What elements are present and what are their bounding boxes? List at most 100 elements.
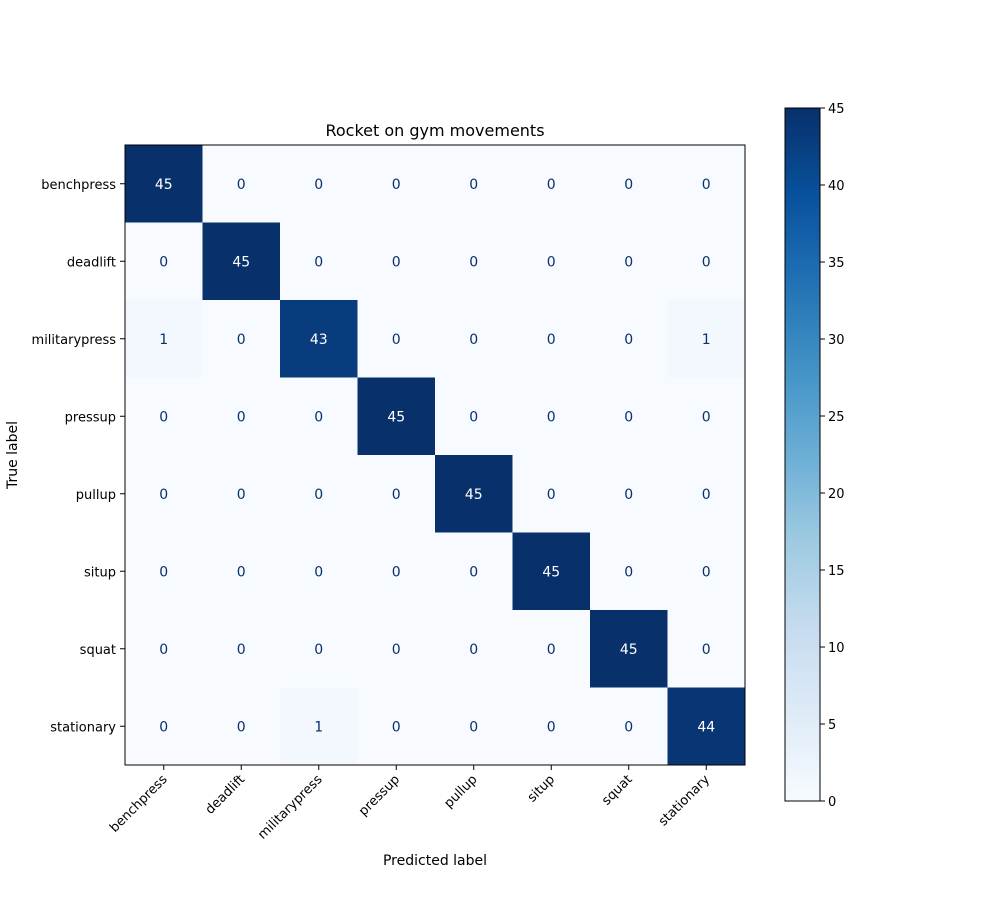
cell-value-label: 0: [159, 719, 168, 735]
heatmap-cell: [435, 145, 513, 223]
cell-value-label: 0: [237, 719, 246, 735]
heatmap-cell: [357, 377, 436, 456]
heatmap-cell: [435, 610, 513, 688]
heatmap-cell: [667, 610, 746, 688]
cell-value-label: 0: [624, 177, 633, 193]
heatmap-cell: [667, 532, 746, 611]
heatmap-cell: [357, 145, 436, 223]
cell-value-label: 0: [392, 254, 401, 270]
cell-value-label: 0: [469, 564, 478, 580]
cell-value-label: 45: [465, 487, 483, 503]
heatmap-cell: [280, 455, 358, 533]
cell-value-label: 0: [237, 332, 246, 348]
cell-value-label: 0: [702, 642, 711, 658]
cell-value-label: 0: [469, 719, 478, 735]
cell-value-label: 0: [624, 487, 633, 503]
heatmap-cell: [280, 610, 358, 688]
cell-value-label: 0: [237, 642, 246, 658]
heatmap-cell: [280, 687, 358, 766]
cell-value-label: 0: [469, 332, 478, 348]
cell-value-label: 0: [314, 564, 323, 580]
heatmap-cell: [667, 455, 746, 533]
cell-value-label: 0: [392, 177, 401, 193]
heatmap-cell: [512, 300, 591, 378]
colorbar-tick-label: 15: [828, 564, 845, 579]
heatmap-cell: [202, 687, 281, 766]
x-axis-ticks: benchpress deadlift militarypress pressup pu…: [107, 765, 713, 843]
heatmap-cell: [125, 377, 203, 456]
cell-value-label: 0: [159, 564, 168, 580]
heatmap-cell: [125, 300, 203, 378]
y-tick-label: situp: [84, 565, 116, 580]
colorbar-tick-label: 25: [828, 410, 845, 425]
cell-value-label: 0: [469, 409, 478, 425]
heatmap-cell: [435, 377, 513, 456]
heatmap-cell: [125, 532, 203, 611]
cell-value-label: 0: [547, 487, 556, 503]
cell-value-label: 0: [702, 254, 711, 270]
heatmap-cell: [357, 300, 436, 378]
colorbar: [784, 107, 821, 802]
cell-value-label: 1: [702, 332, 711, 348]
cell-value-label: 45: [542, 564, 560, 580]
heatmap-cell: [512, 687, 591, 766]
colorbar-tick-label: 40: [828, 179, 845, 194]
heatmap-cell: [202, 145, 281, 223]
y-tick-label: stationary: [50, 720, 116, 735]
cell-value-label: 0: [547, 642, 556, 658]
heatmap-cell: [512, 455, 591, 533]
cell-value-label: 0: [159, 487, 168, 503]
heatmap-cells: [125, 145, 746, 766]
x-tick-label: pressup: [356, 772, 403, 819]
heatmap-cell: [512, 377, 591, 456]
cell-value-label: 0: [624, 332, 633, 348]
heatmap-cell: [667, 377, 746, 456]
x-tick-label: squat: [599, 772, 635, 808]
heatmap-cell: [667, 300, 746, 378]
heatmap-cell-values: 45 0 0 0 0 0 0 0 0 45 0 0 0 0 0 0 1 0 43 0 0 0 0 1 0 0 0 45 0 0 0 0 0 0 0 0…: [155, 177, 715, 736]
heatmap-cell: [667, 145, 746, 223]
cell-value-label: 0: [624, 564, 633, 580]
heatmap-cell: [512, 610, 591, 688]
y-tick-label: benchpress: [41, 178, 116, 193]
cell-value-label: 0: [392, 642, 401, 658]
heatmap-cell: [202, 300, 281, 378]
cell-value-label: 0: [314, 177, 323, 193]
heatmap-cell: [590, 455, 668, 533]
heatmap-cell: [435, 300, 513, 378]
heatmap-cell: [125, 687, 203, 766]
cell-value-label: 0: [624, 719, 633, 735]
heatmap-cell: [590, 222, 668, 301]
heatmap-cell: [125, 610, 203, 688]
colorbar-tick-label: 30: [828, 333, 845, 348]
heatmap-cell: [512, 222, 591, 301]
cell-value-label: 0: [314, 487, 323, 503]
plot-frame: [124, 144, 746, 766]
heatmap-cell: [202, 532, 281, 611]
cell-value-label: 0: [237, 564, 246, 580]
colorbar-tick-label: 10: [828, 641, 845, 656]
x-tick-label: situp: [525, 772, 558, 805]
heatmap-cell: [125, 455, 203, 533]
heatmap-cell: [280, 300, 358, 378]
heatmap-cell: [435, 687, 513, 766]
cell-value-label: 0: [237, 177, 246, 193]
heatmap-cell: [357, 455, 436, 533]
heatmap-cell: [202, 222, 281, 301]
heatmap-cell: [590, 300, 668, 378]
cell-value-label: 45: [620, 642, 638, 658]
cell-value-label: 0: [392, 332, 401, 348]
y-tick-label: militarypress: [32, 333, 117, 348]
y-axis-ticks: benchpress deadlift militarypress pressup pu…: [32, 178, 125, 735]
cell-value-label: 43: [310, 332, 328, 348]
cell-value-label: 45: [232, 254, 250, 270]
heatmap-cell: [357, 222, 436, 301]
colorbar-tick-label: 20: [828, 487, 845, 502]
heatmap-cell: [357, 687, 436, 766]
x-tick-label: militarypress: [255, 772, 325, 842]
heatmap-cell: [202, 610, 281, 688]
colorbar-ticks: 0 5 10 15 20 25 30 35 40 45: [820, 102, 845, 810]
y-tick-label: pressup: [65, 410, 116, 425]
cell-value-label: 0: [547, 177, 556, 193]
cell-value-label: 0: [314, 642, 323, 658]
